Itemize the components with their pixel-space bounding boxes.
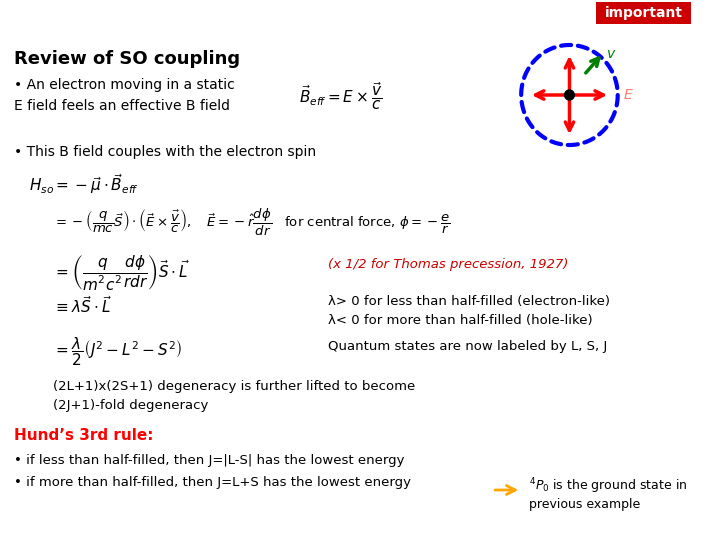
Text: $H_{so} = -\vec{\mu}\cdot\vec{B}_{eff}$: $H_{so} = -\vec{\mu}\cdot\vec{B}_{eff}$: [29, 172, 139, 196]
Text: $= -\left(\dfrac{q}{mc}\vec{S}\right)\cdot\left(\vec{E}\times\dfrac{\vec{v}}{c}\: $= -\left(\dfrac{q}{mc}\vec{S}\right)\cd…: [53, 207, 451, 238]
Text: • This B field couples with the electron spin: • This B field couples with the electron…: [14, 145, 317, 159]
Text: λ> 0 for less than half-filled (electron-like)
λ< 0 for more than half-filled (h: λ> 0 for less than half-filled (electron…: [328, 295, 610, 327]
Text: Quantum states are now labeled by L, S, J: Quantum states are now labeled by L, S, …: [328, 340, 608, 353]
Text: $= \dfrac{\lambda}{2}\left(J^2 - L^2 - S^2\right)$: $= \dfrac{\lambda}{2}\left(J^2 - L^2 - S…: [53, 335, 182, 368]
Text: Hund’s 3rd rule:: Hund’s 3rd rule:: [14, 428, 154, 443]
Text: (x 1/2 for Thomas precession, 1927): (x 1/2 for Thomas precession, 1927): [328, 258, 569, 271]
Text: important: important: [605, 6, 683, 20]
Text: • if less than half-filled, then J=|L-S| has the lowest energy: • if less than half-filled, then J=|L-S|…: [14, 454, 405, 467]
Text: (2L+1)x(2S+1) degeneracy is further lifted to become
(2J+1)-fold degeneracy: (2L+1)x(2S+1) degeneracy is further lift…: [53, 380, 415, 412]
Text: • if more than half-filled, then J=L+S has the lowest energy: • if more than half-filled, then J=L+S h…: [14, 476, 411, 489]
Text: $= \left(\dfrac{q}{m^2c^2}\dfrac{d\phi}{rdr}\right)\vec{S}\cdot\vec{L}$: $= \left(\dfrac{q}{m^2c^2}\dfrac{d\phi}{…: [53, 253, 190, 292]
FancyBboxPatch shape: [596, 2, 691, 24]
Text: $\vec{B}_{eff} = E \times \dfrac{\vec{v}}{c}$: $\vec{B}_{eff} = E \times \dfrac{\vec{v}…: [300, 80, 382, 112]
Circle shape: [564, 90, 575, 100]
Text: Review of SO coupling: Review of SO coupling: [14, 50, 240, 68]
Text: ${}^4P_0$ is the ground state in
previous example: ${}^4P_0$ is the ground state in previou…: [529, 476, 688, 511]
Text: $\equiv \lambda\vec{S}\cdot\vec{L}$: $\equiv \lambda\vec{S}\cdot\vec{L}$: [53, 295, 112, 316]
Text: $v$: $v$: [606, 47, 616, 61]
Text: • An electron moving in a static
E field feels an effective B field: • An electron moving in a static E field…: [14, 78, 235, 113]
Text: $E$: $E$: [623, 88, 634, 102]
